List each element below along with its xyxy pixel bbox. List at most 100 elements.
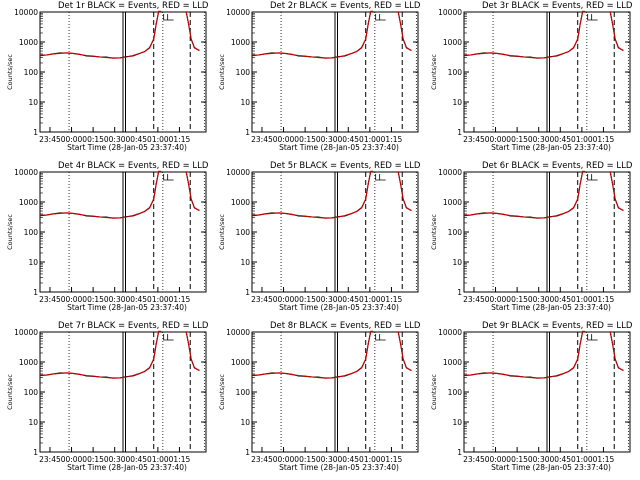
x-tick-label: 00:00 bbox=[485, 135, 507, 144]
x-tick-label: 01:00 bbox=[571, 135, 593, 144]
x-tick-label: 01:15 bbox=[381, 295, 403, 304]
x-tick-label: 00:45 bbox=[125, 295, 147, 304]
lld-series-line bbox=[39, 330, 162, 379]
y-tick-label: 10000 bbox=[226, 8, 250, 17]
events-series-line bbox=[39, 170, 162, 219]
y-tick-label: 10000 bbox=[226, 168, 250, 177]
saturation-mark bbox=[375, 334, 386, 341]
lld-series-line bbox=[185, 11, 200, 51]
lld-series-line bbox=[463, 330, 586, 379]
y-tick-label: 1000 bbox=[19, 358, 38, 367]
y-axis-label: Counts/sec bbox=[6, 374, 14, 410]
y-tick-label: 10 bbox=[452, 258, 462, 267]
x-tick-label: 00:45 bbox=[549, 455, 571, 464]
y-tick-label: 100 bbox=[448, 228, 463, 237]
x-tick-label: 01:15 bbox=[169, 295, 191, 304]
y-axis-label: Counts/sec bbox=[218, 54, 226, 90]
x-tick-label: 00:45 bbox=[125, 455, 147, 464]
x-tick-label: 00:15 bbox=[82, 455, 104, 464]
lld-series-line bbox=[463, 170, 586, 219]
saturation-mark bbox=[163, 334, 174, 341]
x-tick-label: 00:00 bbox=[273, 455, 295, 464]
x-tick-label: 01:15 bbox=[593, 295, 615, 304]
y-tick-label: 10 bbox=[240, 258, 250, 267]
x-tick-label: 00:30 bbox=[316, 135, 338, 144]
x-tick-label: 23:45 bbox=[39, 135, 61, 144]
x-tick-label: 01:00 bbox=[147, 135, 169, 144]
y-tick-label: 10 bbox=[452, 418, 462, 427]
plot-title: Det 1r BLACK = Events, RED = LLD bbox=[58, 1, 209, 11]
x-axis-label: Start Time (28-Jan-05 23:37:40) bbox=[491, 303, 611, 312]
y-tick-label: 1000 bbox=[19, 198, 38, 207]
y-tick-label: 100 bbox=[236, 228, 251, 237]
detector-plot: Det 7r BLACK = Events, RED = LLD 1 10 100 10… bbox=[6, 321, 209, 472]
y-axis-label: Counts/sec bbox=[218, 214, 226, 250]
detector-plot: Det 4r BLACK = Events, RED = LLD 1 10 100 10… bbox=[6, 161, 209, 312]
x-tick-label: 01:15 bbox=[381, 135, 403, 144]
y-tick-label: 100 bbox=[236, 68, 251, 77]
y-axis-label: Counts/sec bbox=[218, 374, 226, 410]
x-tick-label: 00:00 bbox=[61, 455, 83, 464]
y-tick-label: 10000 bbox=[14, 8, 38, 17]
plot-title: Det 4r BLACK = Events, RED = LLD bbox=[58, 161, 209, 171]
x-tick-label: 23:45 bbox=[251, 295, 273, 304]
saturation-mark bbox=[163, 14, 174, 21]
y-tick-label: 1000 bbox=[231, 358, 250, 367]
y-tick-label: 1 bbox=[457, 288, 462, 297]
x-tick-label: 23:45 bbox=[463, 135, 485, 144]
x-tick-label: 00:45 bbox=[337, 295, 359, 304]
plot-title: Det 7r BLACK = Events, RED = LLD bbox=[58, 321, 209, 331]
x-tick-label: 00:30 bbox=[316, 295, 338, 304]
y-tick-label: 1000 bbox=[443, 198, 462, 207]
saturation-mark bbox=[587, 14, 598, 21]
events-series-line bbox=[39, 330, 162, 379]
y-tick-label: 1 bbox=[457, 448, 462, 457]
lld-series-line bbox=[609, 11, 624, 51]
y-axis-label: Counts/sec bbox=[6, 54, 14, 90]
plot-title: Det 8r BLACK = Events, RED = LLD bbox=[270, 321, 421, 331]
plot-title: Det 9r BLACK = Events, RED = LLD bbox=[482, 321, 633, 331]
y-tick-label: 1000 bbox=[443, 38, 462, 47]
lld-series-line bbox=[251, 170, 374, 219]
y-axis-label: Counts/sec bbox=[430, 374, 438, 410]
x-axis-label: Start Time (28-Jan-05 23:37:40) bbox=[67, 463, 187, 472]
lld-series-line bbox=[397, 11, 412, 51]
x-tick-label: 00:00 bbox=[61, 135, 83, 144]
y-tick-label: 100 bbox=[448, 68, 463, 77]
x-tick-label: 00:15 bbox=[294, 455, 316, 464]
x-tick-label: 00:15 bbox=[294, 135, 316, 144]
y-tick-label: 1 bbox=[245, 448, 250, 457]
y-tick-label: 10000 bbox=[14, 328, 38, 337]
x-tick-label: 00:30 bbox=[528, 295, 550, 304]
x-tick-label: 00:30 bbox=[528, 455, 550, 464]
y-tick-label: 1 bbox=[33, 288, 38, 297]
x-tick-label: 01:15 bbox=[593, 455, 615, 464]
lld-series-line bbox=[39, 10, 162, 59]
x-tick-label: 00:00 bbox=[273, 135, 295, 144]
x-tick-label: 00:45 bbox=[549, 295, 571, 304]
x-axis-label: Start Time (28-Jan-05 23:37:40) bbox=[279, 303, 399, 312]
plot-title: Det 6r BLACK = Events, RED = LLD bbox=[482, 161, 633, 171]
plot-title: Det 5r BLACK = Events, RED = LLD bbox=[270, 161, 421, 171]
lld-series-line bbox=[463, 10, 586, 59]
y-tick-label: 1 bbox=[457, 128, 462, 137]
lld-series-line bbox=[185, 171, 200, 211]
y-axis-label: Counts/sec bbox=[6, 214, 14, 250]
y-tick-label: 10 bbox=[240, 418, 250, 427]
y-tick-label: 10 bbox=[240, 98, 250, 107]
y-tick-label: 100 bbox=[24, 228, 39, 237]
x-tick-label: 00:15 bbox=[82, 135, 104, 144]
x-tick-label: 00:00 bbox=[485, 295, 507, 304]
events-series-line bbox=[39, 10, 162, 59]
x-tick-label: 00:30 bbox=[104, 295, 126, 304]
x-tick-label: 00:45 bbox=[337, 135, 359, 144]
y-tick-label: 10000 bbox=[438, 328, 462, 337]
y-tick-label: 1 bbox=[245, 128, 250, 137]
x-tick-label: 01:00 bbox=[359, 295, 381, 304]
y-tick-label: 10000 bbox=[438, 8, 462, 17]
x-tick-label: 00:15 bbox=[82, 295, 104, 304]
x-axis-label: Start Time (28-Jan-05 23:37:40) bbox=[67, 143, 187, 152]
detector-plot: Det 9r BLACK = Events, RED = LLD 1 10 100 10… bbox=[430, 321, 633, 472]
x-axis-label: Start Time (28-Jan-05 23:37:40) bbox=[67, 303, 187, 312]
